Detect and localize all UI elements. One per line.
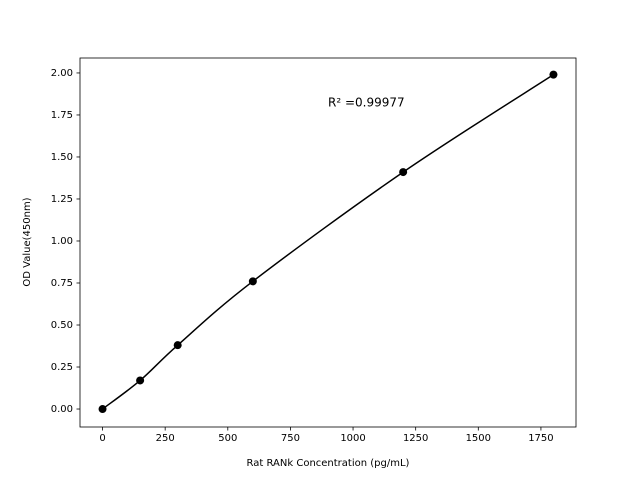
y-tick-label: 0.25 — [51, 362, 73, 373]
y-tick-label: 0.75 — [51, 278, 73, 289]
x-tick-label: 1250 — [403, 433, 428, 444]
plot-frame — [79, 57, 577, 428]
y-tick-label: 1.50 — [51, 152, 73, 163]
data-point — [98, 405, 107, 414]
data-point — [399, 168, 408, 177]
x-tick-label: 250 — [156, 433, 175, 444]
y-tick-label: 0.00 — [51, 404, 73, 415]
x-tick-label: 0 — [99, 433, 105, 444]
r-squared-annotation: R² =0.99977 — [328, 96, 405, 110]
x-tick-label: 750 — [281, 433, 300, 444]
x-tick-label: 1500 — [466, 433, 491, 444]
data-point — [136, 376, 145, 385]
data-point — [549, 70, 558, 79]
fit-curve — [102, 74, 554, 410]
y-tick-label: 0.50 — [51, 320, 73, 331]
y-tick-label: 1.00 — [51, 236, 73, 247]
x-tick-label: 1750 — [528, 433, 553, 444]
data-point — [173, 341, 182, 350]
y-tick-label: 1.75 — [51, 110, 73, 121]
y-tick-label: 1.25 — [51, 194, 73, 205]
data-point — [248, 277, 257, 286]
y-tick-label: 2.00 — [51, 68, 73, 79]
y-axis-label: OD Value(450nm) — [22, 197, 33, 286]
x-tick-label: 500 — [218, 433, 237, 444]
x-axis-label: Rat RANk Concentration (pg/mL) — [247, 458, 410, 469]
x-tick-label: 1000 — [340, 433, 365, 444]
